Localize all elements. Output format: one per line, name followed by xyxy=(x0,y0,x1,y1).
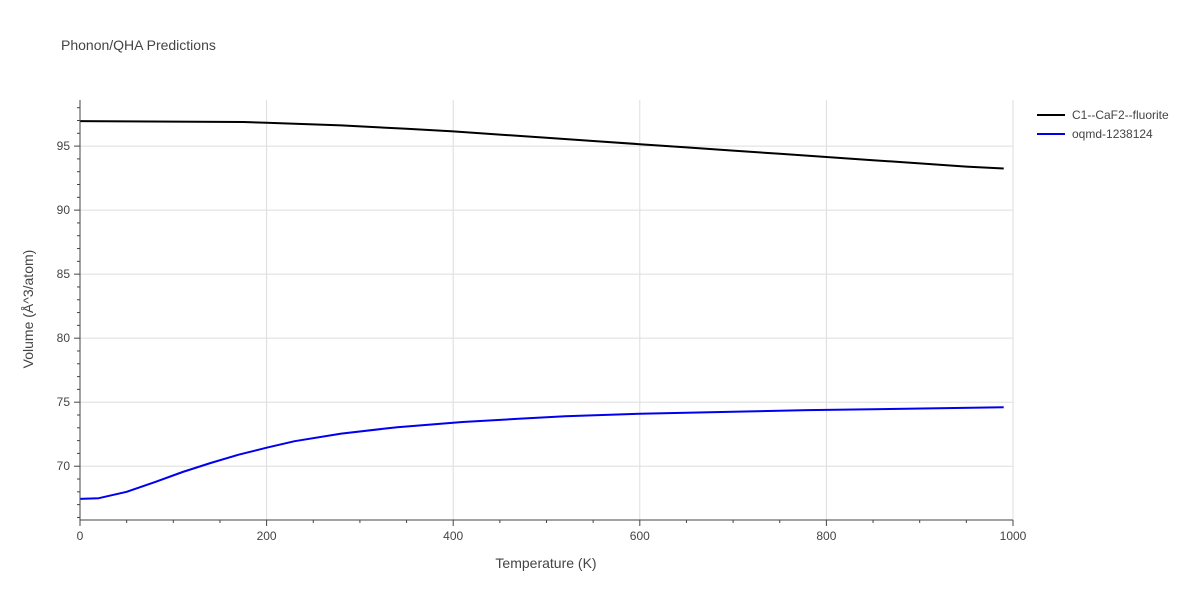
x-tick-label: 0 xyxy=(77,529,84,543)
legend-label: oqmd-1238124 xyxy=(1072,127,1153,141)
y-tick-label: 90 xyxy=(57,203,71,217)
x-axis-ticks: 0 200 400 600 800 1000 xyxy=(77,529,1027,543)
legend-item-2[interactable]: oqmd-1238124 xyxy=(1037,127,1153,141)
y-tick-label: 95 xyxy=(57,139,71,153)
series-line-2 xyxy=(79,406,1004,500)
y-tick-label: 75 xyxy=(57,395,71,409)
y-tick-label: 85 xyxy=(57,267,71,281)
legend[interactable]: C1--CaF2--fluorite oqmd-1238124 xyxy=(1037,108,1169,141)
y-tick-label: 80 xyxy=(57,331,71,345)
series-line-1 xyxy=(79,120,1004,170)
legend-item-1[interactable]: C1--CaF2--fluorite xyxy=(1037,108,1169,122)
x-tick-label: 200 xyxy=(257,529,277,543)
legend-label: C1--CaF2--fluorite xyxy=(1072,108,1169,122)
x-tick-label: 1000 xyxy=(1000,529,1027,543)
plot-area xyxy=(79,120,1004,500)
x-tick-label: 400 xyxy=(443,529,463,543)
x-tick-label: 800 xyxy=(816,529,836,543)
y-axis-title: Volume (Å^3/atom) xyxy=(20,250,36,369)
chart-title: Phonon/QHA Predictions xyxy=(61,37,216,53)
y-axis-ticks: 70 75 80 85 90 95 xyxy=(57,139,71,473)
grid-lines xyxy=(80,100,1014,520)
x-axis-title: Temperature (K) xyxy=(495,555,596,571)
axes xyxy=(74,100,1014,526)
x-tick-label: 600 xyxy=(630,529,650,543)
y-tick-label: 70 xyxy=(57,459,71,473)
